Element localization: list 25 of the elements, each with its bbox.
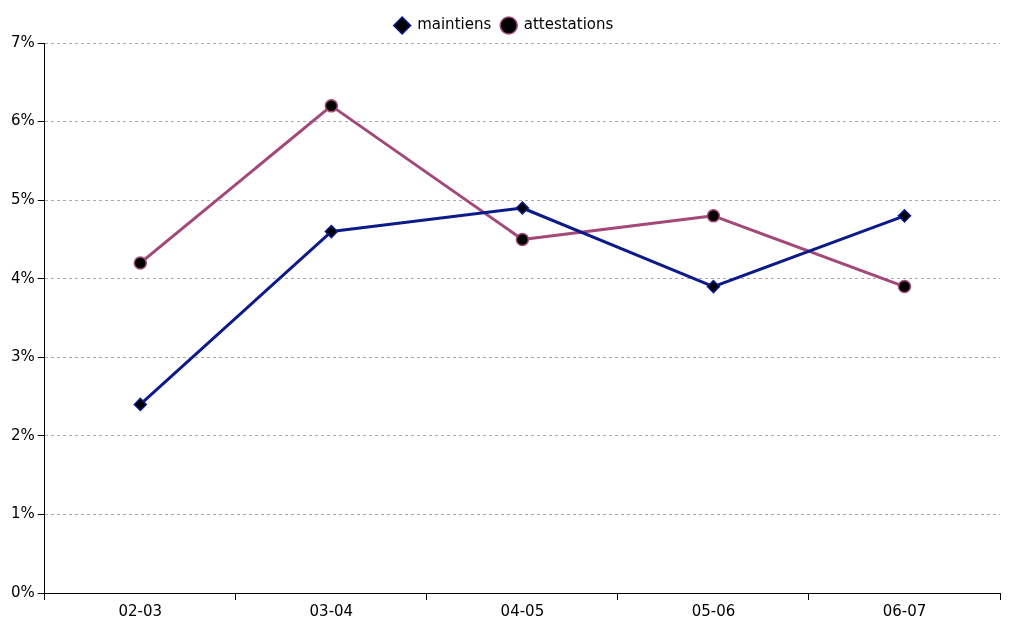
legend-label: maintiens (417, 15, 492, 34)
point (133, 397, 148, 412)
x-tick-label: 03-04 (309, 601, 354, 620)
point (897, 279, 912, 294)
point (515, 201, 530, 215)
point (324, 224, 339, 239)
y-tick-label: 4% (11, 268, 35, 287)
x-tick-label: 05-06 (691, 601, 736, 620)
point (324, 99, 339, 113)
point (133, 256, 148, 270)
x-tick-label: 02-03 (118, 601, 163, 620)
point (706, 209, 721, 223)
point (515, 232, 530, 247)
y-tick-label: 2% (11, 425, 35, 444)
y-tick-label: 3% (11, 347, 35, 366)
x-tick-label: 04-05 (500, 601, 545, 620)
y-tick-label: 1% (11, 504, 35, 523)
point (897, 209, 912, 223)
y-tick-label: 7% (11, 32, 35, 51)
legend-label: attestations (523, 15, 614, 34)
x-tick-label: 06-07 (882, 601, 927, 620)
point (706, 279, 721, 294)
y-tick-label: 5% (11, 190, 35, 209)
y-tick-label: 6% (11, 111, 35, 130)
y-tick-label: 0% (11, 582, 35, 601)
